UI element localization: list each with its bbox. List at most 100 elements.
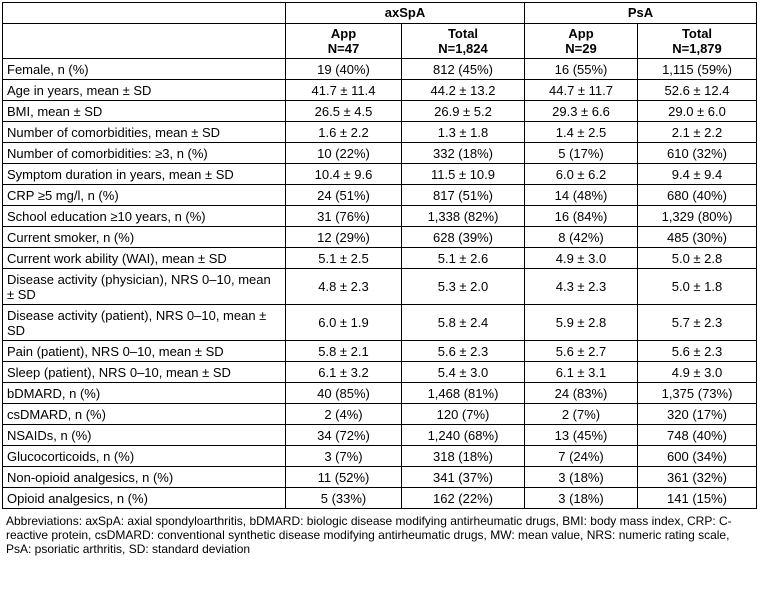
cell-psa-app: 3 (18%) — [524, 487, 638, 509]
cell-psa-total: 5.0 ± 2.8 — [636, 247, 758, 269]
group-header-psa: PsA — [523, 2, 758, 24]
cell-axspa-total: 812 (45%) — [401, 58, 525, 80]
cell-psa-total: 1,329 (80%) — [636, 205, 758, 227]
cell-psa-app: 44.7 ± 11.7 — [524, 79, 638, 101]
table-row: Non-opioid analgesics, n (%) 11 (52%) 341 … — [2, 466, 758, 488]
cell-axspa-app: 26.5 ± 4.5 — [285, 100, 402, 122]
table-row: Disease activity (physician), NRS 0–10, … — [2, 268, 758, 305]
cell-psa-app: 24 (83%) — [524, 382, 638, 404]
cell-axspa-total: 5.6 ± 2.3 — [401, 340, 525, 362]
cell-psa-total: 52.6 ± 12.4 — [636, 79, 758, 101]
cell-axspa-app: 12 (29%) — [285, 226, 402, 248]
table-row: Current smoker, n (%) 12 (29%) 628 (39%) 8 … — [2, 226, 758, 248]
cell-psa-total: 1,115 (59%) — [636, 58, 758, 80]
subheader-line1: App — [568, 26, 594, 41]
cell-axspa-total: 1,240 (68%) — [401, 424, 525, 446]
cell-psa-app: 5.6 ± 2.7 — [524, 340, 638, 362]
table-row: Glucocorticoids, n (%) 3 (7%) 318 (18%) 7 (… — [2, 445, 758, 467]
header-empty-cell — [2, 2, 286, 24]
subheader-axspa-app: App N=47 — [285, 23, 402, 59]
cell-psa-app: 5.9 ± 2.8 — [524, 304, 638, 341]
cell-axspa-total: 332 (18%) — [401, 142, 525, 164]
row-label: Disease activity (patient), NRS 0–10, me… — [2, 304, 286, 341]
cell-axspa-app: 41.7 ± 11.4 — [285, 79, 402, 101]
table-row: Pain (patient), NRS 0–10, mean ± SD 5.8 ±… — [2, 340, 758, 362]
cell-psa-app: 16 (84%) — [524, 205, 638, 227]
cell-axspa-total: 5.4 ± 3.0 — [401, 361, 525, 383]
subheader-line2: N=47 — [327, 41, 360, 56]
row-label: csDMARD, n (%) — [2, 403, 286, 425]
cell-axspa-app: 40 (85%) — [285, 382, 402, 404]
cell-axspa-app: 34 (72%) — [285, 424, 402, 446]
cell-axspa-app: 6.1 ± 3.2 — [285, 361, 402, 383]
cell-axspa-total: 162 (22%) — [401, 487, 525, 509]
cell-axspa-total: 44.2 ± 13.2 — [401, 79, 525, 101]
row-label: NSAIDs, n (%) — [2, 424, 286, 446]
table-row: NSAIDs, n (%) 34 (72%) 1,240 (68%) 13 (45%)… — [2, 424, 758, 446]
subheader-psa-total: Total N=1,879 — [636, 23, 758, 59]
cell-axspa-total: 5.1 ± 2.6 — [401, 247, 525, 269]
group-header-row: axSpA PsA — [2, 2, 758, 24]
cell-axspa-total: 1,468 (81%) — [401, 382, 525, 404]
cell-psa-total: 141 (15%) — [636, 487, 758, 509]
table-body: Female, n (%) 19 (40%) 812 (45%) 16 (55%) 1,… — [2, 58, 758, 509]
cell-axspa-app: 3 (7%) — [285, 445, 402, 467]
cell-axspa-total: 120 (7%) — [401, 403, 525, 425]
cell-axspa-total: 817 (51%) — [401, 184, 525, 206]
table-row: School education ≥10 years, n (%) 31 (76%… — [2, 205, 758, 227]
row-label: BMI, mean ± SD — [2, 100, 286, 122]
subheader-empty-cell — [2, 23, 286, 59]
table-row: Number of comorbidities: ≥3, n (%) 10 (22… — [2, 142, 758, 164]
cell-psa-total: 320 (17%) — [636, 403, 758, 425]
table-container: axSpA PsA App N=47 Total N=1,824 App N=2… — [2, 2, 758, 556]
cell-psa-total: 9.4 ± 9.4 — [636, 163, 758, 185]
subheader-line2: N=1,879 — [672, 41, 722, 56]
cell-axspa-total: 341 (37%) — [401, 466, 525, 488]
table-row: Symptom duration in years, mean ± SD 10.4… — [2, 163, 758, 185]
cell-psa-total: 680 (40%) — [636, 184, 758, 206]
baseline-characteristics-table: axSpA PsA App N=47 Total N=1,824 App N=2… — [2, 2, 758, 509]
table-row: bDMARD, n (%) 40 (85%) 1,468 (81%) 24 (83%)… — [2, 382, 758, 404]
cell-axspa-total: 318 (18%) — [401, 445, 525, 467]
subheader-line1: App — [330, 26, 357, 41]
cell-psa-app: 14 (48%) — [524, 184, 638, 206]
cell-axspa-total: 628 (39%) — [401, 226, 525, 248]
cell-psa-app: 5 (17%) — [524, 142, 638, 164]
row-label: Symptom duration in years, mean ± SD — [2, 163, 286, 185]
cell-psa-total: 748 (40%) — [636, 424, 758, 446]
cell-psa-app: 1.4 ± 2.5 — [524, 121, 638, 143]
cell-axspa-app: 5.8 ± 2.1 — [285, 340, 402, 362]
subheader-line2: N=1,824 — [438, 41, 488, 56]
cell-psa-app: 29.3 ± 6.6 — [524, 100, 638, 122]
cell-psa-app: 6.1 ± 3.1 — [524, 361, 638, 383]
row-label: Number of comorbidities, mean ± SD — [2, 121, 286, 143]
table-row: CRP ≥5 mg/l, n (%) 24 (51%) 817 (51%) 14 (4… — [2, 184, 758, 206]
row-label: Age in years, mean ± SD — [2, 79, 286, 101]
table-row: Sleep (patient), NRS 0–10, mean ± SD 6.1 … — [2, 361, 758, 383]
cell-psa-total: 2.1 ± 2.2 — [636, 121, 758, 143]
table-row: Age in years, mean ± SD 41.7 ± 11.4 44.2 ±… — [2, 79, 758, 101]
cell-axspa-app: 4.8 ± 2.3 — [285, 268, 402, 305]
row-label: Glucocorticoids, n (%) — [2, 445, 286, 467]
cell-psa-app: 4.9 ± 3.0 — [524, 247, 638, 269]
row-label: Disease activity (physician), NRS 0–10, … — [2, 268, 286, 305]
cell-axspa-app: 2 (4%) — [285, 403, 402, 425]
subheader-psa-app: App N=29 — [524, 23, 638, 59]
cell-psa-total: 361 (32%) — [636, 466, 758, 488]
cell-axspa-total: 26.9 ± 5.2 — [401, 100, 525, 122]
table-row: Number of comorbidities, mean ± SD 1.6 ± … — [2, 121, 758, 143]
cell-axspa-app: 10 (22%) — [285, 142, 402, 164]
row-label: Opioid analgesics, n (%) — [2, 487, 286, 509]
cell-psa-total: 485 (30%) — [636, 226, 758, 248]
cell-psa-app: 7 (24%) — [524, 445, 638, 467]
cell-axspa-app: 11 (52%) — [285, 466, 402, 488]
table-row: BMI, mean ± SD 26.5 ± 4.5 26.9 ± 5.2 29.3 ±… — [2, 100, 758, 122]
row-label: Number of comorbidities: ≥3, n (%) — [2, 142, 286, 164]
row-label: Current work ability (WAI), mean ± SD — [2, 247, 286, 269]
cell-axspa-app: 6.0 ± 1.9 — [285, 304, 402, 341]
table-row: Female, n (%) 19 (40%) 812 (45%) 16 (55%) 1,… — [2, 58, 758, 80]
group-header-axspa: axSpA — [285, 2, 525, 24]
cell-psa-total: 5.7 ± 2.3 — [636, 304, 758, 341]
abbreviations-footnote: Abbreviations: axSpA: axial spondyloarth… — [6, 514, 732, 556]
cell-psa-total: 4.9 ± 3.0 — [636, 361, 758, 383]
